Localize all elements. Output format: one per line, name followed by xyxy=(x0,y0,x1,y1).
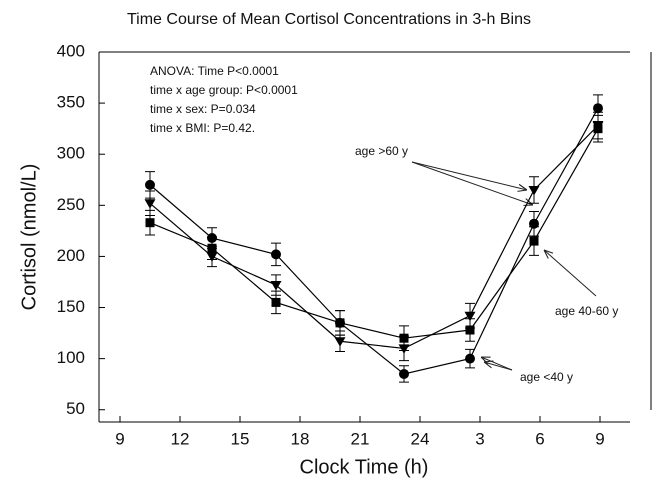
arrow xyxy=(544,250,597,297)
point xyxy=(271,249,281,260)
x-tick-label: 18 xyxy=(291,429,310,448)
x-tick-label: 9 xyxy=(115,429,124,448)
arrow xyxy=(411,161,533,205)
line xyxy=(149,128,599,339)
point xyxy=(334,337,346,347)
point xyxy=(593,103,603,114)
annotation: time x sex: P=0.034 xyxy=(150,102,256,116)
y-tick-label: 250 xyxy=(57,195,85,214)
y-tick-label: 300 xyxy=(57,144,85,163)
x-tick-label: 21 xyxy=(351,429,370,448)
point xyxy=(270,281,282,291)
y-tick-label: 100 xyxy=(57,348,85,367)
point xyxy=(145,179,155,190)
point xyxy=(145,218,155,228)
chart-title: Time Course of Mean Cortisol Concentrati… xyxy=(127,11,531,28)
point xyxy=(592,121,604,132)
line xyxy=(149,107,599,375)
x-axis-title: Clock Time (h) xyxy=(300,456,429,478)
line xyxy=(149,125,599,350)
arrow xyxy=(481,357,513,371)
arrow xyxy=(484,362,513,371)
x-tick-label: 12 xyxy=(171,429,190,448)
point xyxy=(144,199,156,209)
y-tick-label: 400 xyxy=(57,41,85,60)
x-tick-label: 24 xyxy=(411,429,430,448)
y-axis-title: Cortisol (nmol/L) xyxy=(18,164,40,311)
point xyxy=(398,344,410,354)
series-label: age <40 y xyxy=(520,370,573,384)
series-label: age 40-60 y xyxy=(555,304,618,318)
x-tick-label: 6 xyxy=(535,429,544,448)
x-tick-label: 9 xyxy=(595,429,604,448)
point xyxy=(335,318,345,328)
arrow xyxy=(411,161,527,190)
point xyxy=(271,297,281,307)
y-tick-label: 350 xyxy=(57,93,85,112)
annotation: time x age group: P<0.0001 xyxy=(150,83,298,97)
point xyxy=(465,325,475,335)
annotation: ANOVA: Time P<0.0001 xyxy=(150,64,279,78)
point xyxy=(464,311,476,322)
y-tick-label: 150 xyxy=(57,297,85,316)
y-tick-label: 50 xyxy=(66,399,85,418)
point xyxy=(465,353,475,364)
point xyxy=(529,218,539,229)
point xyxy=(206,252,218,262)
point xyxy=(528,185,540,196)
point xyxy=(529,236,539,246)
annotation: time x BMI: P=0.42. xyxy=(150,121,255,135)
point xyxy=(399,368,409,379)
x-tick-label: 3 xyxy=(475,429,484,448)
series-label: age >60 y xyxy=(355,144,408,158)
y-tick-label: 200 xyxy=(57,246,85,265)
x-tick-label: 15 xyxy=(231,429,250,448)
